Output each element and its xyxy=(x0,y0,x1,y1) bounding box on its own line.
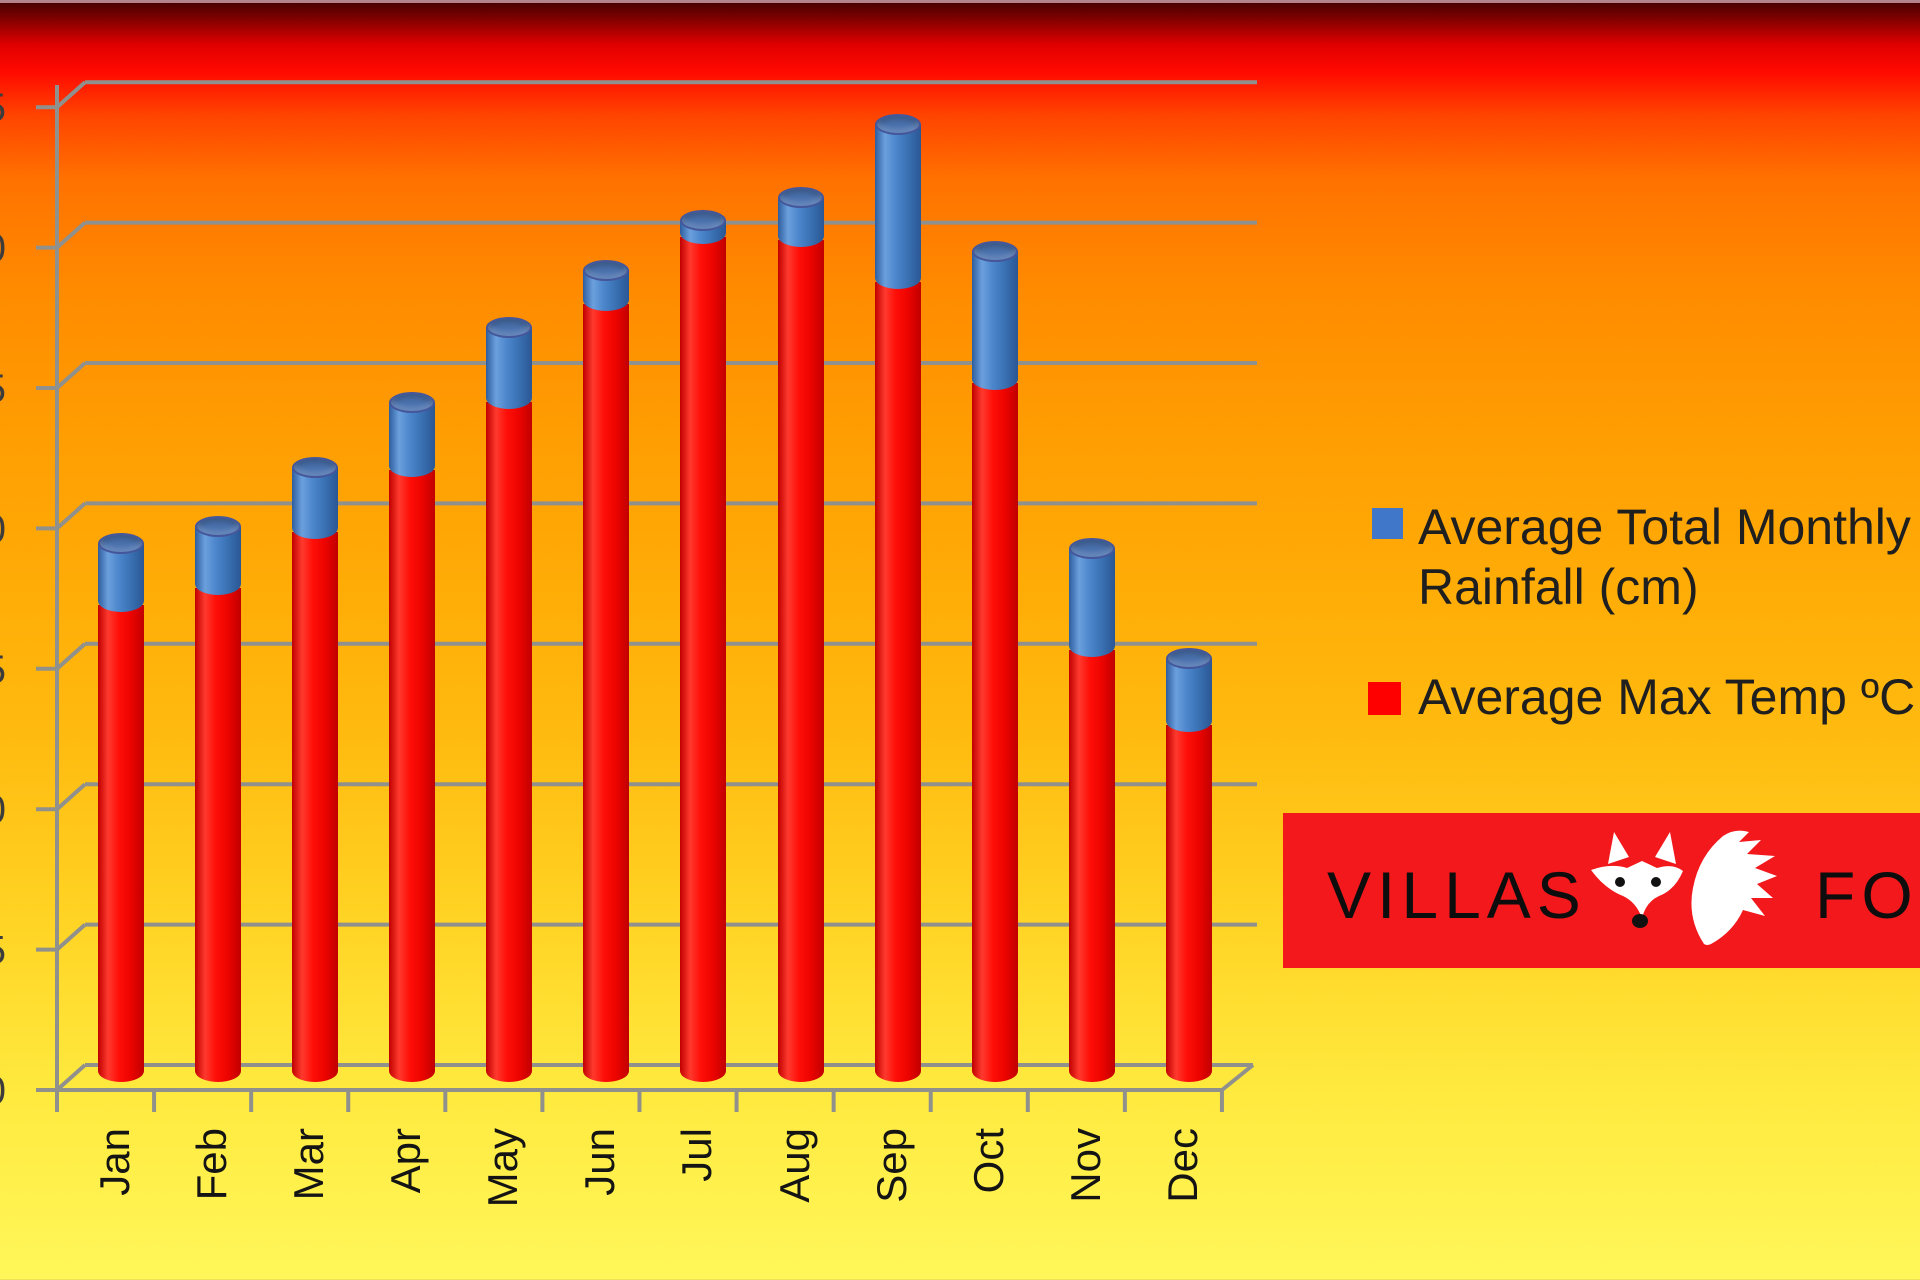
x-axis-label-nov: Nov xyxy=(1061,1128,1109,1203)
legend-swatch-rainfall xyxy=(1372,508,1403,539)
bar-mar-top-cap xyxy=(292,457,339,479)
x-axis-label-jan: Jan xyxy=(91,1128,138,1196)
bar-nov-top-cap xyxy=(1068,538,1115,560)
bar-aug-top-cap xyxy=(777,187,824,209)
x-axis-label-mar: Mar xyxy=(285,1128,333,1201)
x-axis-label-dec: Dec xyxy=(1158,1128,1206,1203)
bar-feb-temp xyxy=(195,587,242,1082)
y-axis-label-clipped: 25 xyxy=(0,367,6,411)
bar-may-rainfall xyxy=(486,326,533,410)
gridline-depth-connector xyxy=(55,642,87,671)
bar-oct-temp xyxy=(971,382,1018,1082)
x-axis-label-jul: Jul xyxy=(673,1128,721,1182)
fox-icon xyxy=(1591,830,1777,945)
y-axis-label-clipped: 5 xyxy=(0,929,6,973)
gridline-depth-connector xyxy=(55,221,87,250)
bar-jul-top-cap xyxy=(680,209,727,231)
bar-nov-rainfall xyxy=(1068,548,1115,657)
legend-label-rainfall-line1: Average Total Monthly xyxy=(1418,499,1911,555)
logo-word-fox: FOX xyxy=(1815,858,1920,932)
bar-may-top-cap xyxy=(486,316,533,338)
bar-sep-temp xyxy=(874,281,921,1082)
top-border-line xyxy=(0,0,1920,3)
y-axis-label-clipped: 0 xyxy=(0,1069,6,1113)
logo-word-villas: VILLAS xyxy=(1327,858,1587,932)
x-axis-label-aug: Aug xyxy=(770,1128,818,1203)
bar-dec-temp xyxy=(1165,725,1212,1082)
bar-feb-rainfall xyxy=(195,526,242,595)
legend-label-rainfall-line2: Rainfall (cm) xyxy=(1418,559,1699,615)
y-axis-label-clipped: 15 xyxy=(0,648,6,692)
x-axis-label-jun: Jun xyxy=(576,1128,624,1196)
bar-jun-temp xyxy=(583,304,630,1082)
legend-swatch-temp xyxy=(1368,682,1401,715)
bar-apr-top-cap xyxy=(389,392,436,414)
x-axis-label-oct: Oct xyxy=(964,1128,1012,1194)
y-axis-label-clipped: 35 xyxy=(0,86,6,130)
bar-oct-top-cap xyxy=(971,240,1018,262)
x-axis-label-feb: Feb xyxy=(188,1128,236,1201)
bar-dec-rainfall xyxy=(1165,657,1212,733)
gridline-depth-connector xyxy=(55,923,87,952)
bar-mar-rainfall xyxy=(292,467,339,539)
bar-jul-temp xyxy=(680,236,727,1082)
bar-sep-top-cap xyxy=(874,114,921,136)
bar-feb-top-cap xyxy=(195,516,242,538)
bar-jan-rainfall xyxy=(98,542,144,612)
x-axis-label-sep: Sep xyxy=(867,1128,915,1203)
y-axis-label-clipped: 20 xyxy=(0,507,6,551)
bar-may-temp xyxy=(486,402,533,1082)
bar-aug-temp xyxy=(777,239,824,1082)
bar-apr-rainfall xyxy=(389,402,436,477)
floor-right-connector xyxy=(1220,1063,1255,1092)
bar-dec-top-cap xyxy=(1165,647,1212,669)
gridline-depth-connector xyxy=(55,80,87,109)
gridline-depth-connector xyxy=(55,361,87,390)
legend-label-temp: Average Max Temp ºC xyxy=(1418,669,1916,725)
y-axis-label-clipped: 30 xyxy=(0,227,6,271)
y-axis-label-clipped: 10 xyxy=(0,788,6,832)
bar-mar-temp xyxy=(292,531,339,1082)
x-axis-label-may: May xyxy=(479,1128,527,1208)
bar-apr-temp xyxy=(389,469,436,1082)
bar-jan-top-cap xyxy=(98,532,144,554)
bar-jun-top-cap xyxy=(583,260,630,282)
bar-oct-rainfall xyxy=(971,250,1018,390)
gridline-depth-connector xyxy=(55,1063,87,1092)
x-axis-label-apr: Apr xyxy=(382,1128,430,1194)
bar-jan-temp xyxy=(98,604,144,1082)
bar-sep-rainfall xyxy=(874,124,921,289)
bar-nov-temp xyxy=(1068,649,1115,1082)
gridline-depth-connector xyxy=(55,501,87,530)
gridline-depth-connector xyxy=(55,782,87,811)
villas-fox-logo-banner: VILLAS FOX xyxy=(1283,813,1920,968)
